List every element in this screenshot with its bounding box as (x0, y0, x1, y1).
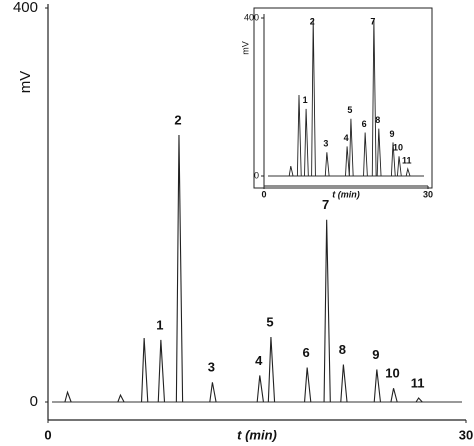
peak-label: 8 (375, 115, 380, 125)
peak-label: 7 (370, 16, 375, 26)
peak (140, 337, 149, 403)
x-axis-label: t (min) (332, 189, 360, 199)
peak-label: 11 (402, 155, 412, 165)
peak-label: 11 (411, 375, 425, 390)
peak (348, 118, 354, 177)
peak (323, 219, 331, 403)
peak (296, 95, 302, 177)
peak-label: 8 (339, 342, 346, 357)
peak (363, 132, 368, 177)
peak (209, 382, 217, 403)
peak (304, 108, 309, 177)
x-axis-label: t (min) (237, 427, 277, 442)
peak (396, 156, 402, 177)
peak (390, 142, 396, 177)
peak-label: 1 (303, 95, 308, 105)
peak-label: 9 (372, 347, 379, 362)
peak (157, 339, 166, 403)
peak-label: 3 (323, 139, 328, 149)
x-tick-label: 30 (459, 427, 473, 442)
y-tick-label: 0 (30, 393, 38, 410)
peak (311, 17, 316, 177)
peak-label: 10 (385, 366, 399, 381)
peak (340, 364, 348, 403)
peak-label: 2 (310, 16, 315, 26)
peak (288, 166, 294, 177)
peak (267, 336, 276, 403)
peak (373, 369, 382, 403)
y-tick-label: 400 (13, 0, 38, 16)
peak (304, 367, 312, 403)
peak-label: 5 (266, 314, 273, 329)
peak-label: 1 (156, 317, 163, 332)
peak-label: 3 (208, 360, 215, 375)
peak (405, 167, 411, 177)
peak (64, 390, 72, 403)
peak (117, 393, 125, 403)
peak (345, 146, 350, 177)
y-tick-label: 0 (254, 170, 259, 180)
peak-label: 7 (322, 197, 329, 212)
peak-label: 5 (347, 105, 352, 115)
peak-label: 10 (393, 143, 403, 153)
peak-label: 6 (362, 119, 367, 129)
peak (371, 17, 377, 177)
peak (175, 135, 184, 403)
y-axis-label: mV (17, 71, 34, 94)
inset-frame (253, 7, 433, 189)
x-tick-label: 0 (261, 189, 266, 199)
y-tick-label: 400 (244, 12, 259, 22)
peak (376, 128, 382, 177)
y-axis-label: mV (240, 41, 250, 55)
peak (256, 375, 264, 403)
x-tick-label: 0 (44, 427, 51, 442)
peak-label: 2 (174, 113, 181, 128)
peak-label: 4 (255, 353, 263, 368)
x-tick-label: 30 (423, 189, 433, 199)
peak (415, 397, 423, 403)
peak (324, 152, 330, 177)
peak (390, 388, 398, 403)
peak-label: 6 (303, 345, 310, 360)
peak-label: 4 (344, 133, 349, 143)
peak-label: 9 (390, 129, 395, 139)
